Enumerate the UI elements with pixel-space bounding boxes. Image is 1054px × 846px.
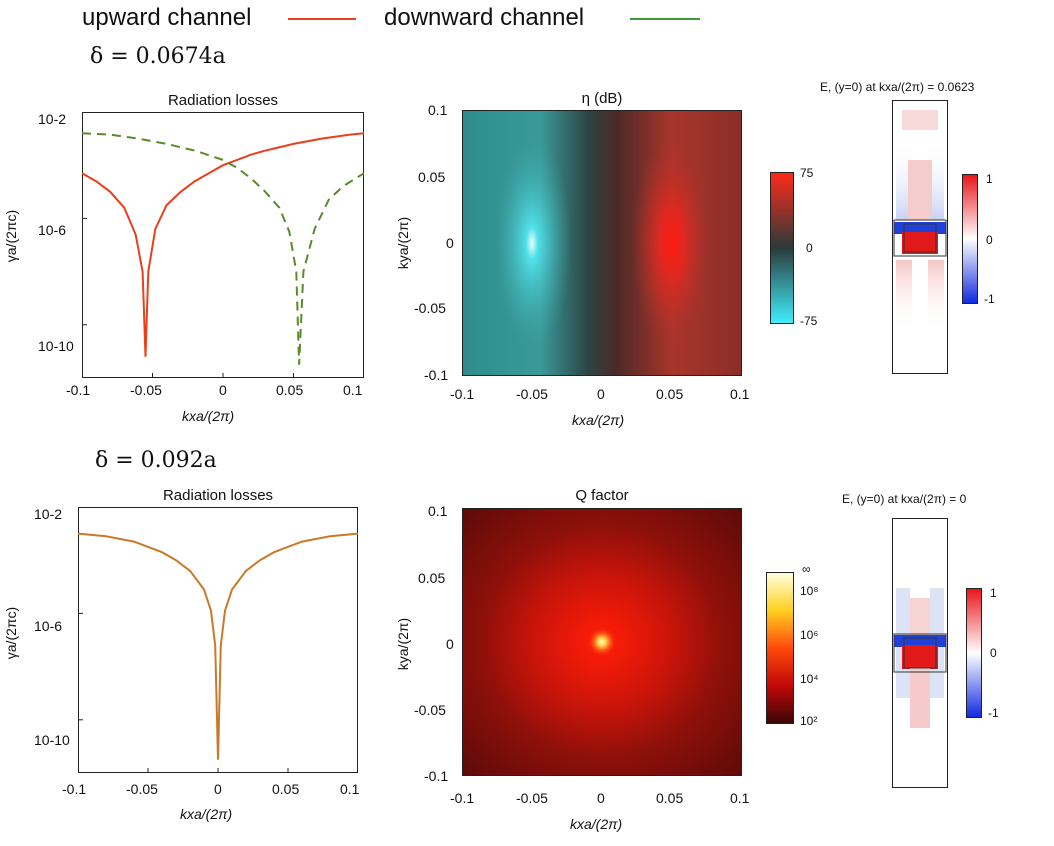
chart2-xlabel: kxa/(2π) bbox=[572, 412, 625, 428]
chart2-colorbar-tick-bot: -75 bbox=[800, 314, 818, 328]
field1-title: E, (y=0) at kxa/(2π) = 0.0623 bbox=[820, 80, 975, 94]
chart4-xlabel: kxa/(2π) bbox=[180, 806, 233, 822]
chart1-xtick-2: -0.05 bbox=[130, 382, 162, 398]
chart1-frame bbox=[82, 112, 364, 378]
field1-colorbar-tick-bot: -1 bbox=[984, 292, 995, 306]
field2-colorbar-tick-mid: 0 bbox=[990, 646, 997, 660]
chart1-ytick-2: 10-6 bbox=[38, 222, 67, 238]
chart3-xtick-3: 0 bbox=[597, 790, 605, 806]
legend-downward-line bbox=[630, 18, 700, 20]
chart2-xtick-2: -0.05 bbox=[516, 386, 548, 402]
field2-colorbar-tick-top: 1 bbox=[990, 586, 997, 600]
chart2-ytick-1: 0.1 bbox=[428, 102, 448, 118]
field1-colorbar-tick-mid: 0 bbox=[986, 233, 993, 247]
chart3-colorbar-tick-5: 10² bbox=[800, 714, 818, 728]
chart2-xtick-3: 0 bbox=[597, 386, 605, 402]
chart2-colorbar-tick-top: 75 bbox=[800, 166, 814, 180]
chart2-colorbar bbox=[770, 172, 794, 324]
chart4-ytick-2: 10-6 bbox=[34, 618, 63, 634]
chart4-ylabel: γa/(2πc) bbox=[3, 606, 19, 660]
chart1-ylabel: γa/(2πc) bbox=[3, 209, 19, 263]
chart4-xtick-2: -0.05 bbox=[126, 781, 158, 797]
chart1-xlabel: kxa/(2π) bbox=[182, 408, 235, 424]
chart1-xtick-5: 0.1 bbox=[343, 382, 363, 398]
field2-map bbox=[892, 518, 948, 788]
chart4-ytick-1: 10-2 bbox=[34, 506, 63, 522]
chart3-xtick-2: -0.05 bbox=[516, 790, 548, 806]
legend-upward-line bbox=[288, 18, 356, 20]
chart1-ytick-3: 10-10 bbox=[38, 338, 74, 354]
chart3-xlabel: kxa/(2π) bbox=[570, 816, 623, 832]
chart3-colorbar-tick-2: 10⁸ bbox=[800, 584, 819, 598]
chart4-xtick-3: 0 bbox=[214, 781, 222, 797]
chart4-xtick-1: -0.1 bbox=[62, 781, 87, 797]
chart2-eta-heatmap bbox=[462, 110, 742, 376]
chart3-ytick-3: 0 bbox=[446, 636, 454, 652]
chart2-ytick-5: -0.1 bbox=[424, 367, 449, 383]
field1-colorbar-tick-top: 1 bbox=[986, 172, 993, 186]
chart1-ytick-1: 10-2 bbox=[38, 111, 67, 127]
chart2-xtick-5: 0.1 bbox=[730, 386, 750, 402]
chart3-ytick-5: -0.1 bbox=[424, 768, 449, 784]
chart1-radiation-losses-plot bbox=[82, 112, 364, 378]
field2-colorbar-tick-bot: -1 bbox=[988, 706, 999, 720]
legend-upward-label: upward channel bbox=[82, 4, 252, 31]
chart1-xtick-3: 0 bbox=[219, 382, 227, 398]
chart2-ytick-2: 0.05 bbox=[418, 169, 446, 185]
chart3-frame bbox=[462, 508, 742, 776]
chart1-series-1 bbox=[82, 132, 364, 357]
chart2-title: η (dB) bbox=[581, 90, 623, 107]
chart3-ylabel: kya/(2π) bbox=[395, 617, 411, 671]
legend: upward channel downward channel bbox=[82, 2, 722, 34]
legend-downward-label: downward channel bbox=[384, 4, 585, 31]
chart2-xtick-4: 0.05 bbox=[656, 386, 684, 402]
chart4-xtick-4: 0.05 bbox=[272, 781, 300, 797]
chart1-xtick-4: 0.05 bbox=[276, 382, 304, 398]
chart3-ytick-2: 0.05 bbox=[418, 570, 446, 586]
chart4-xtick-5: 0.1 bbox=[340, 781, 360, 797]
field1-map bbox=[892, 100, 948, 374]
chart3-q-factor-heatmap bbox=[462, 508, 742, 776]
chart3-feature-1 bbox=[588, 628, 616, 656]
chart2-ytick-4: -0.05 bbox=[414, 300, 446, 316]
chart4-title: Radiation losses bbox=[162, 487, 274, 504]
delta-label-row1: δ = 0.0674a bbox=[90, 44, 226, 69]
chart2-feature-1 bbox=[492, 133, 572, 353]
chart2-frame bbox=[462, 110, 742, 376]
chart3-title: Q factor bbox=[575, 487, 629, 504]
field2-colorbar bbox=[966, 588, 982, 718]
chart1-xtick-1: -0.1 bbox=[66, 382, 91, 398]
delta-label-row2: δ = 0.092a bbox=[95, 448, 217, 473]
chart4-ytick-3: 10-10 bbox=[34, 732, 70, 748]
chart3-xtick-5: 0.1 bbox=[730, 790, 750, 806]
chart3-colorbar bbox=[766, 572, 794, 724]
field2-title: E, (y=0) at kxa/(2π) = 0 bbox=[842, 492, 967, 506]
chart2-ytick-3: 0 bbox=[446, 235, 454, 251]
chart3-colorbar-tick-3: 10⁶ bbox=[800, 628, 819, 642]
chart2-xtick-1: -0.1 bbox=[450, 386, 475, 402]
chart3-ytick-1: 0.1 bbox=[428, 503, 448, 519]
chart3-colorbar-tick-4: 10⁴ bbox=[800, 672, 819, 686]
chart3-ytick-4: -0.05 bbox=[414, 702, 446, 718]
chart1-title: Radiation losses bbox=[167, 92, 279, 109]
chart1-series-2 bbox=[82, 132, 364, 365]
chart3-xtick-1: -0.1 bbox=[450, 790, 475, 806]
chart2-feature-2 bbox=[632, 133, 712, 353]
chart3-colorbar-tick-1: ∞ bbox=[802, 562, 811, 576]
chart2-ylabel: kya/(2π) bbox=[395, 216, 411, 270]
chart4-series-1 bbox=[78, 532, 358, 760]
field1-colorbar bbox=[962, 174, 978, 304]
chart2-colorbar-tick-mid: 0 bbox=[806, 241, 813, 255]
chart4-radiation-losses-plot bbox=[78, 507, 358, 773]
chart3-xtick-4: 0.05 bbox=[656, 790, 684, 806]
